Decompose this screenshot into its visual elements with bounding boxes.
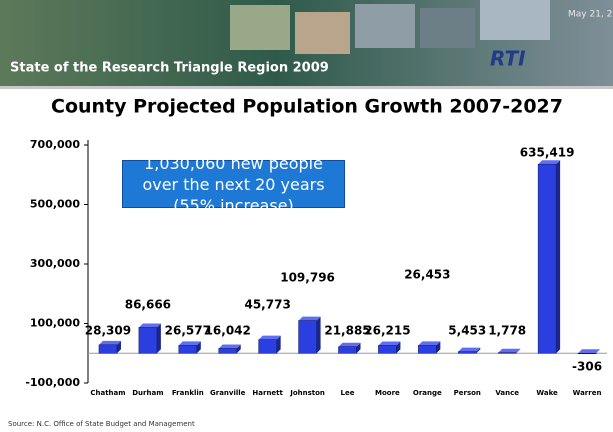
data-label: -306 (572, 360, 602, 374)
banner-photo (230, 5, 290, 50)
x-tick-label: Johnston (289, 389, 325, 397)
bar-top (458, 347, 481, 352)
x-tick-label: Harnett (252, 389, 283, 397)
x-tick-label: Wake (536, 389, 558, 397)
x-tick-label: Granville (210, 389, 246, 397)
bar-side (156, 323, 161, 354)
banner-photo (295, 12, 350, 54)
source-note: Source: N.C. Office of State Budget and … (8, 420, 195, 428)
banner-rule (0, 86, 613, 89)
bar-top (338, 342, 361, 347)
bar-side (436, 341, 441, 354)
bar (98, 344, 118, 354)
bar-top (178, 341, 201, 346)
banner-photo (420, 8, 475, 48)
bar-side (396, 341, 401, 354)
bar-top (218, 344, 241, 349)
bar-top (578, 349, 601, 354)
x-tick-label: Vance (495, 389, 519, 397)
data-label: 21,885 (324, 324, 370, 338)
x-tick-label: Durham (132, 389, 163, 397)
bar-side (276, 335, 281, 354)
data-label: 5,453 (448, 324, 486, 338)
bar-top (98, 340, 121, 345)
x-tick-label: Chatham (90, 389, 125, 397)
chart-title: County Projected Population Growth 2007-… (51, 96, 563, 118)
y-tick-label: 500,000 (30, 198, 80, 211)
data-label: 28,309 (85, 324, 131, 338)
banner-logo: RTI (490, 47, 526, 71)
annotation: 1,030,060 new people over the next 20 ye… (122, 154, 345, 215)
data-label: 26,453 (404, 268, 450, 282)
bar (378, 345, 397, 354)
bar (497, 352, 517, 354)
data-label: 109,796 (280, 271, 335, 285)
bar (218, 348, 237, 354)
bar-top (258, 335, 281, 340)
banner-title: State of the Research Triangle Region 20… (10, 61, 329, 76)
banner-photo (480, 0, 550, 40)
x-tick-label: Warren (573, 389, 602, 397)
bar-top (538, 160, 561, 165)
bar-top (378, 341, 401, 346)
banner-photo (355, 4, 415, 48)
x-tick-label: Orange (413, 389, 442, 397)
x-tick-label: Lee (341, 389, 355, 397)
bar-top (418, 341, 441, 346)
bar (537, 163, 557, 354)
bar-side (316, 316, 321, 354)
bar (258, 339, 277, 354)
bar-side (516, 348, 521, 354)
data-label: 45,773 (244, 298, 290, 312)
bar-side (236, 344, 241, 354)
bar-top (498, 348, 521, 353)
bar-top (138, 323, 161, 328)
x-tick-label: Franklin (172, 389, 204, 397)
data-label: 635,419 (520, 146, 575, 160)
bar-side (356, 342, 361, 354)
y-tick-label: 300,000 (30, 257, 80, 270)
bar (458, 351, 477, 354)
data-label: 1,778 (488, 324, 526, 338)
bar (138, 327, 158, 354)
bar-side (556, 160, 561, 354)
bar-side (596, 349, 601, 354)
bar-top (298, 316, 321, 321)
y-tick-label: 700,000 (30, 138, 80, 151)
data-label: 16,042 (205, 324, 251, 338)
data-label: 26,577 (165, 324, 211, 338)
bar (178, 345, 198, 354)
y-tick-label: -100,000 (25, 376, 80, 389)
bar-side (196, 341, 201, 354)
banner-date: May 21, 2009 (568, 10, 613, 20)
x-tick-label: Person (454, 389, 481, 397)
x-tick-label: Moore (375, 389, 400, 397)
data-label: 26,215 (364, 324, 410, 338)
bar (298, 320, 317, 354)
bar (338, 346, 357, 354)
bar (577, 353, 597, 354)
data-label: 86,666 (125, 298, 171, 312)
bar-side (476, 347, 481, 354)
y-tick-label: 100,000 (30, 317, 80, 330)
bar (418, 345, 437, 354)
bar-side (116, 340, 121, 354)
